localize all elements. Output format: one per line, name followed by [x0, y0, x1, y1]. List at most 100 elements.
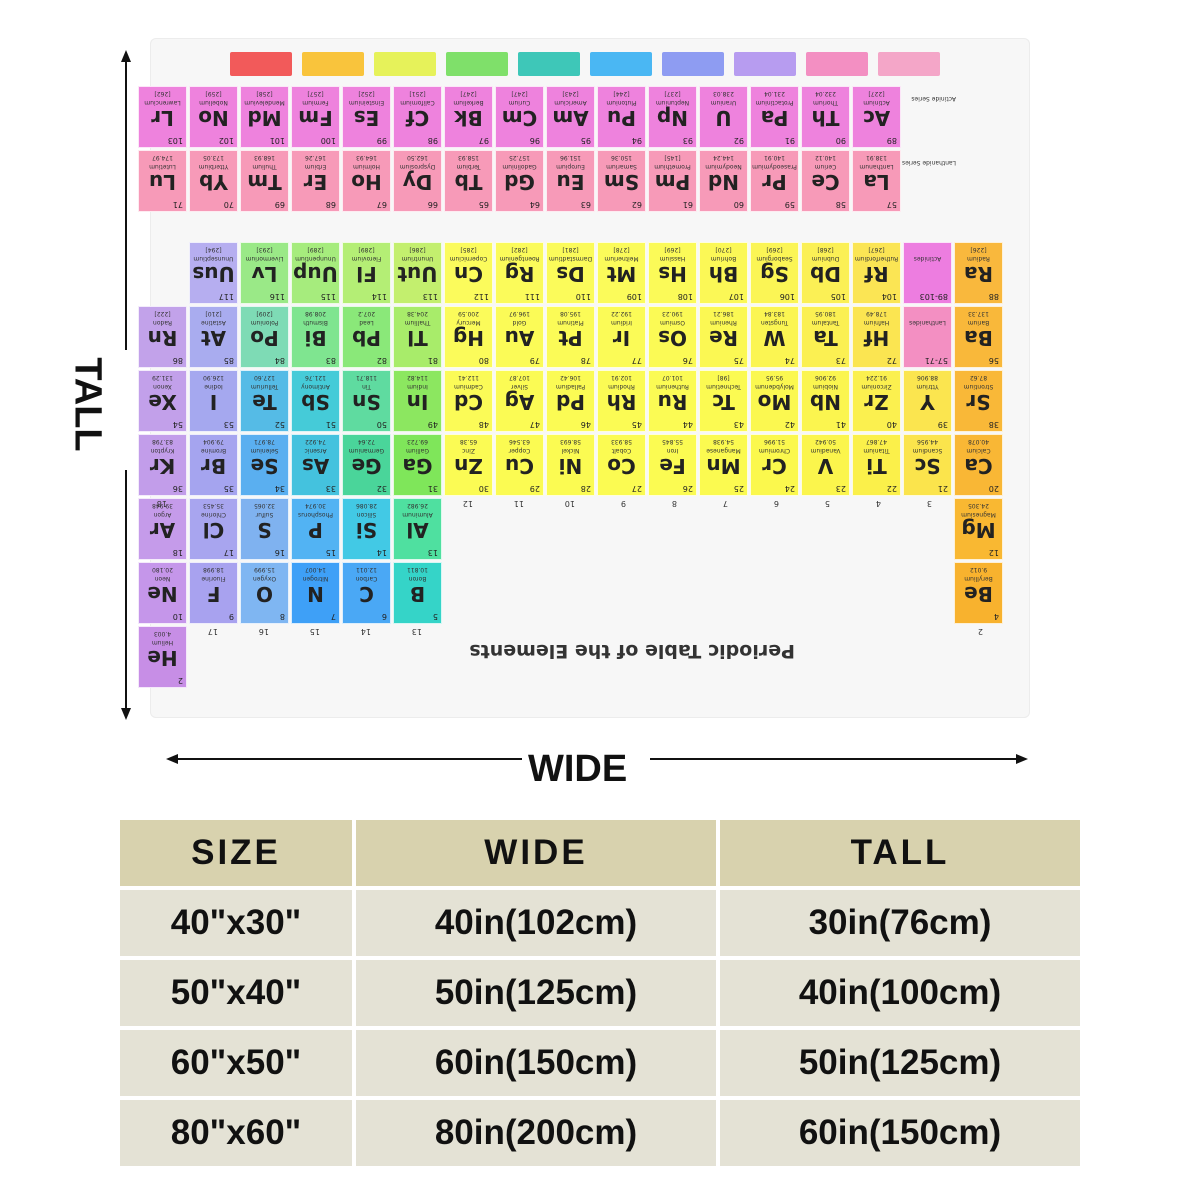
atomic-mass: 204.38: [407, 310, 428, 317]
element-cell: 2 He Helium 4.003: [138, 626, 187, 688]
tall-cell: 30in(76cm): [720, 890, 1080, 956]
element-name: Antimony: [301, 383, 330, 390]
element-name: Magnesium: [961, 511, 996, 518]
element-name: Dubnium: [811, 255, 840, 262]
tall-arrow-line-bottom: [125, 470, 127, 710]
atomic-mass: [237]: [664, 90, 681, 97]
atomic-mass: [267]: [868, 246, 885, 253]
element-cell: 9 F Fluorine 18.998: [189, 562, 238, 624]
atomic-mass: 102.91: [611, 374, 632, 381]
element-name: Flerovium: [351, 255, 382, 262]
atomic-mass: 4.003: [153, 630, 172, 637]
atomic-mass: 232.04: [815, 90, 836, 97]
element-symbol: Mg: [961, 518, 996, 542]
element-symbol: Lu: [149, 170, 176, 194]
atomic-number: 79: [529, 356, 540, 365]
atomic-mass: 65.38: [459, 438, 478, 445]
legend-swatch: [446, 52, 508, 76]
element-cell: 17 Cl Chlorine 35.453: [189, 498, 238, 560]
element-name: Meitnerium: [604, 255, 639, 262]
group-number: 8: [671, 499, 677, 508]
element-symbol: Mn: [706, 454, 741, 478]
atomic-mass: 186.21: [713, 310, 734, 317]
element-symbol: Er: [303, 170, 328, 194]
atomic-mass: 74.922: [305, 438, 326, 445]
atomic-number: 18: [172, 548, 183, 557]
element-symbol: Au: [504, 326, 535, 350]
atomic-mass: [222]: [154, 310, 171, 317]
element-name: Sulfur: [255, 511, 274, 518]
element-symbol: Np: [656, 106, 689, 130]
atomic-mass: [281]: [562, 246, 579, 253]
element-symbol: Cf: [405, 106, 430, 130]
periodic-table-title: Periodic Table of the Elements: [469, 640, 795, 662]
atomic-number: 94: [631, 136, 642, 145]
element-cell: 110 Ds Darmstadtium [281]: [546, 242, 595, 304]
element-name: Gadolinium: [502, 163, 537, 170]
atomic-number: 57: [886, 200, 897, 209]
atomic-number: 42: [784, 420, 795, 429]
element-name: Osmium: [660, 319, 686, 326]
atomic-number: 26: [682, 484, 693, 493]
atomic-mass: 150.36: [611, 154, 632, 161]
element-symbol: Tm: [247, 170, 282, 194]
atomic-mass: 26.982: [407, 502, 428, 509]
atomic-number: 59: [784, 200, 795, 209]
element-name: Tungsten: [760, 319, 789, 326]
wide-cell: 60in(150cm): [356, 1030, 716, 1096]
atomic-number: 60: [733, 200, 744, 209]
element-name: Strontium: [963, 383, 994, 390]
element-cell: 41 Nb Niobium 92.906: [801, 370, 850, 432]
element-symbol: Ag: [504, 390, 535, 414]
atomic-mass: 183.84: [764, 310, 785, 317]
atomic-mass: 144.24: [713, 154, 734, 161]
element-symbol: O: [256, 582, 274, 606]
atomic-mass: 164.93: [356, 154, 377, 161]
atomic-number: 39: [937, 420, 948, 429]
element-symbol: Os: [658, 326, 687, 350]
element-cell: 40 Zr Zirconium 91.224: [852, 370, 901, 432]
element-symbol: Rf: [864, 262, 889, 286]
atomic-number: 68: [325, 200, 336, 209]
element-name: Erbium: [304, 163, 327, 170]
atomic-number: 41: [835, 420, 846, 429]
atomic-mass: 114.82: [407, 374, 428, 381]
atomic-number: 17: [223, 548, 234, 557]
tall-cell: 60in(150cm): [720, 1100, 1080, 1166]
element-cell: 98 Cf Californium [251]: [393, 86, 442, 148]
atomic-number: 40: [886, 420, 897, 429]
element-cell: 20 Ca Calcium 40.078: [954, 434, 1003, 496]
element-name: Nitrogen: [302, 575, 329, 582]
atomic-mass: [145]: [664, 154, 681, 161]
atomic-mass: [269]: [664, 246, 681, 253]
group-number: 10: [564, 499, 575, 508]
element-symbol: Xe: [148, 390, 177, 414]
element-name: Zirconium: [861, 383, 892, 390]
legend-swatch: [662, 52, 724, 76]
element-name: Argon: [153, 511, 172, 518]
atomic-mass: 50.942: [815, 438, 836, 445]
element-symbol: Yb: [199, 170, 228, 194]
element-symbol: Lr: [151, 106, 174, 130]
atomic-mass: 18.998: [203, 566, 224, 573]
wide-label: WIDE: [528, 748, 628, 790]
element-symbol: Be: [964, 582, 993, 606]
element-symbol: Th: [811, 106, 840, 130]
atomic-mass: [294]: [205, 246, 222, 253]
group-number: 9: [620, 499, 626, 508]
element-name: Helium: [151, 639, 174, 646]
element-name: Nobelium: [199, 99, 228, 106]
atomic-number: 61: [682, 200, 693, 209]
element-cell: 100 Fm Fermium [257]: [291, 86, 340, 148]
atomic-mass: 168.93: [254, 154, 275, 161]
group-number: 3: [926, 499, 932, 508]
header-wide: WIDE: [356, 820, 716, 886]
atomic-mass: 208.98: [305, 310, 326, 317]
atomic-number: 117: [218, 292, 234, 301]
atomic-mass: [243]: [562, 90, 579, 97]
atomic-number: 6: [381, 612, 387, 621]
element-cell: 48 Cd Cadmium 112.41: [444, 370, 493, 432]
element-cell: 60 Nd Neodymium 144.24: [699, 150, 748, 212]
element-cell: 75 Re Rhenium 186.21: [699, 306, 748, 368]
element-name: Indium: [407, 383, 428, 390]
